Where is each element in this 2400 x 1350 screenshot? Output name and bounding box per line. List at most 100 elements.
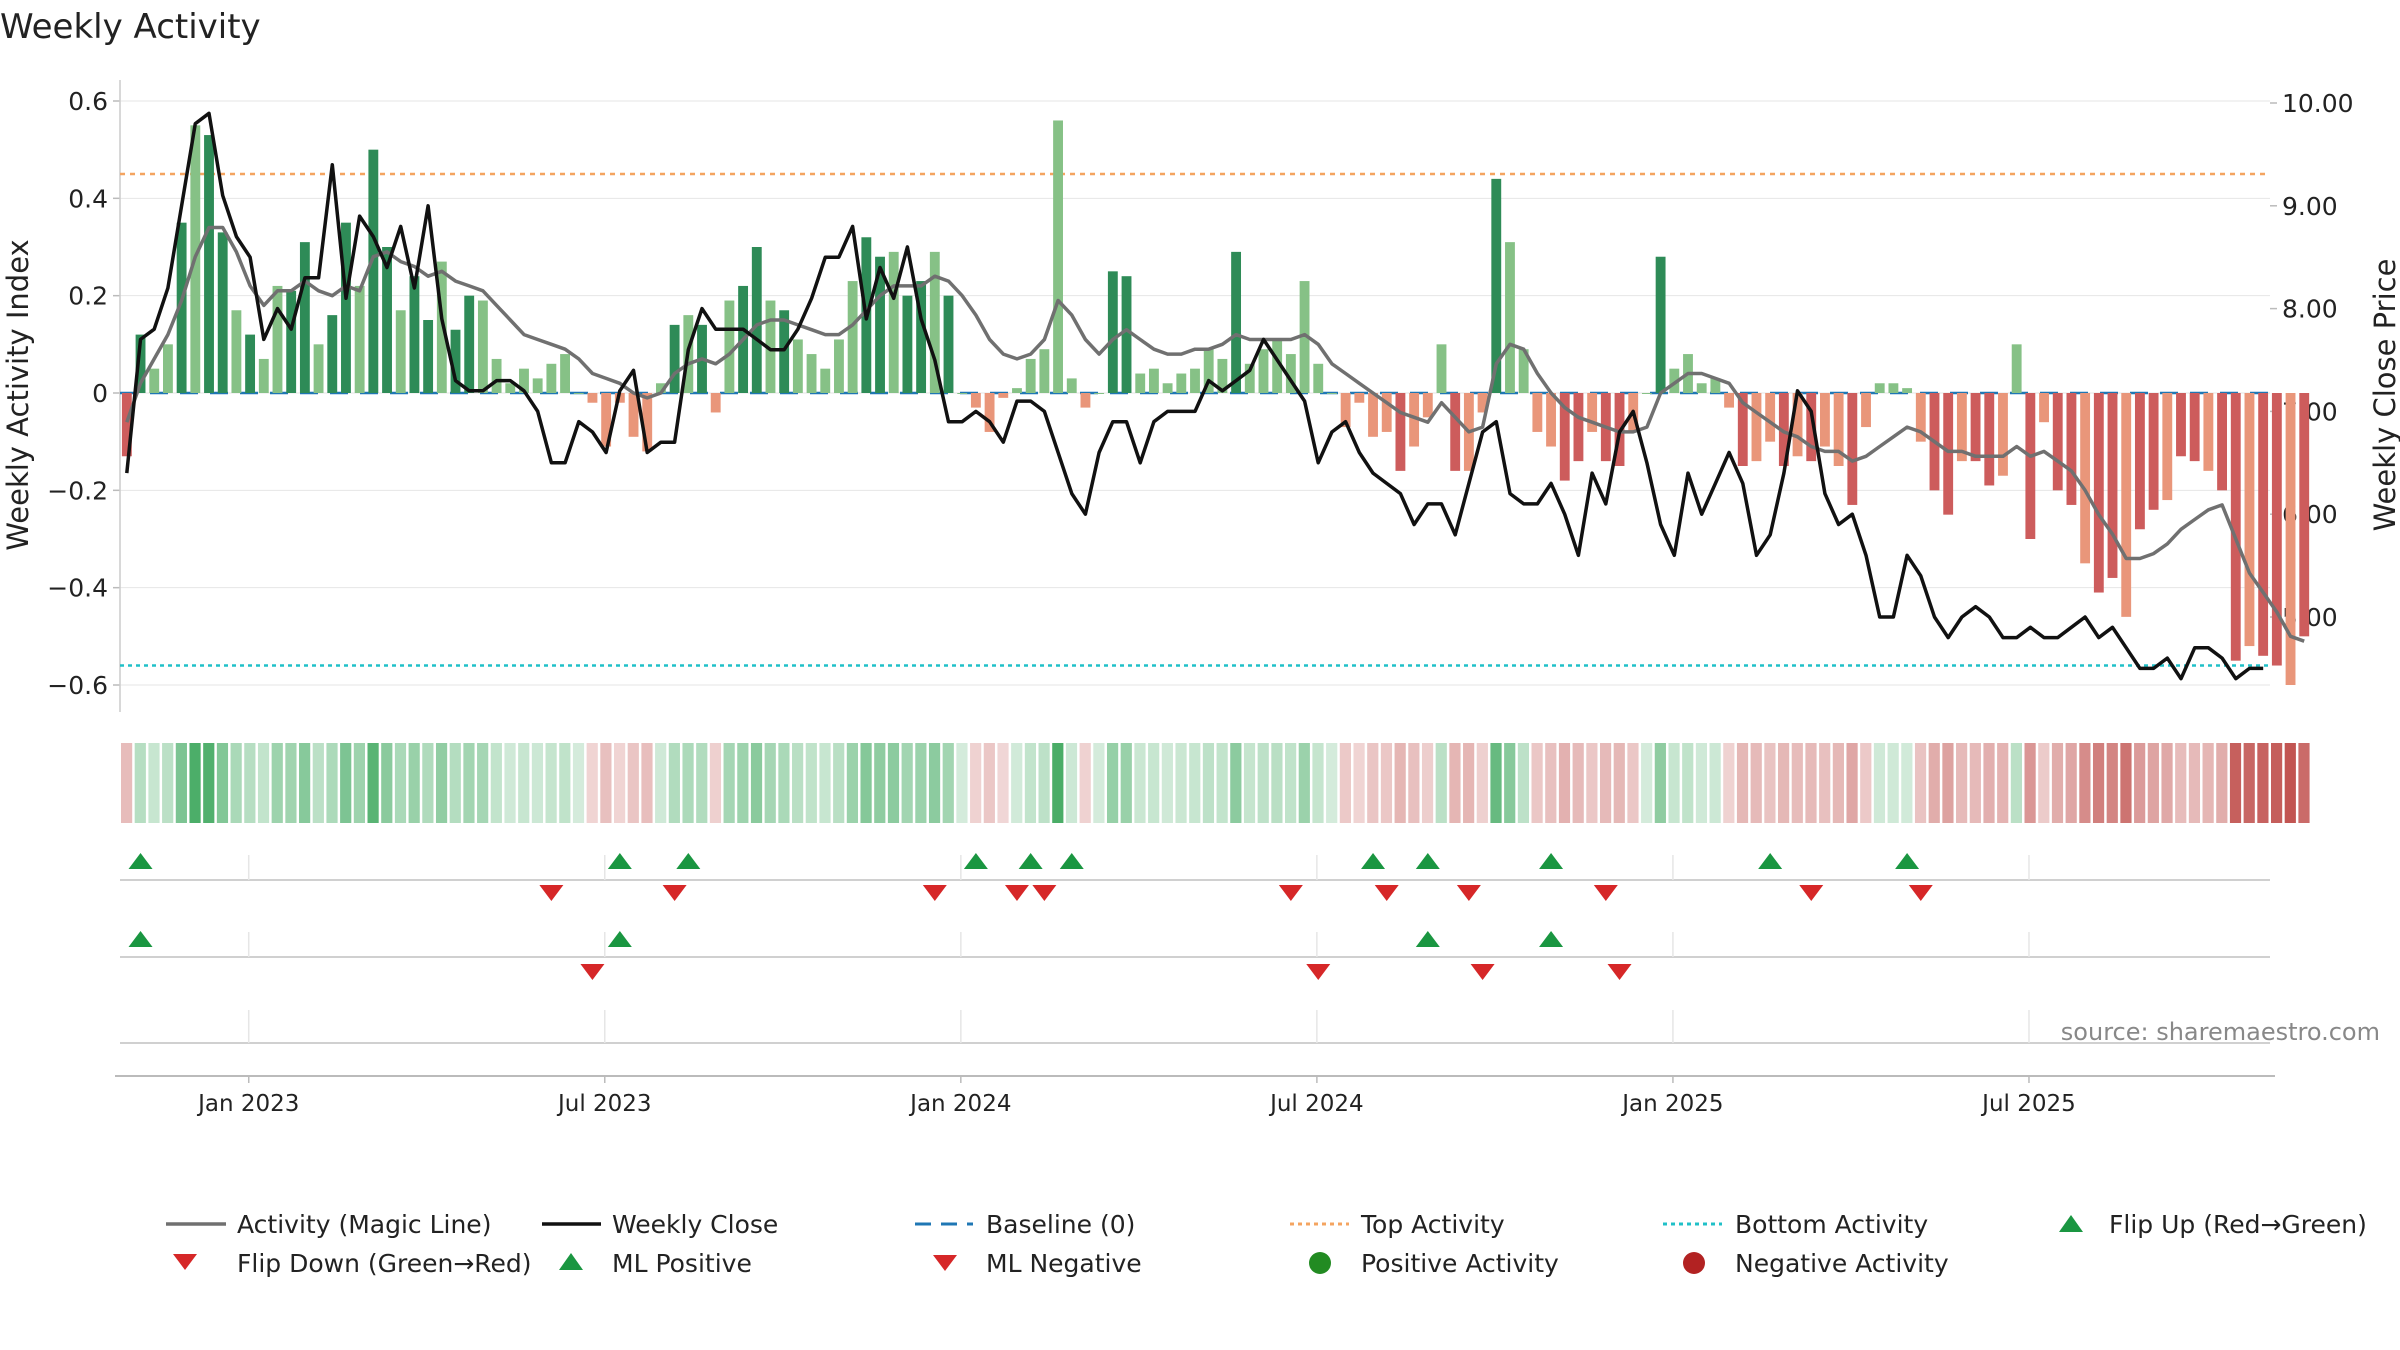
- activity-bar: [1477, 393, 1488, 413]
- heat-cell: [2175, 743, 2187, 823]
- activity-bar: [1053, 120, 1063, 393]
- activity-bar: [1409, 393, 1420, 447]
- heat-cell: [572, 743, 585, 823]
- legend-negative-activity-label: Negative Activity: [1735, 1249, 1949, 1278]
- flip-up-marker: [1539, 853, 1564, 869]
- heat-cell: [394, 743, 407, 823]
- heat-cell: [353, 743, 365, 823]
- activity-bar: [2039, 393, 2049, 423]
- heat-cell: [2065, 743, 2077, 823]
- flip-down-marker: [1004, 885, 1029, 901]
- activity-bar: [1368, 393, 1378, 437]
- heat-cell: [1353, 743, 1365, 823]
- activity-bar: [121, 393, 132, 457]
- x-tick-label: Jul 2024: [1268, 1091, 1364, 1117]
- heat-cell: [2298, 743, 2310, 823]
- legend: Activity (Magic Line) Weekly Close Basel…: [166, 1210, 2367, 1278]
- heat-cell: [1901, 743, 1913, 823]
- heat-cell: [2284, 743, 2296, 823]
- flip-down-marker: [1799, 885, 1824, 901]
- heat-cell: [2010, 743, 2023, 823]
- flip-up-marker: [128, 853, 153, 869]
- activity-bar: [1066, 378, 1077, 393]
- heat-cell: [1134, 743, 1146, 823]
- heat-cell: [449, 743, 461, 823]
- flip-down-marker: [922, 885, 947, 901]
- ml-negative-marker: [1607, 964, 1632, 980]
- legend-ml-negative-marker: [933, 1255, 957, 1271]
- legend-flip-up-label: Flip Up (Red→Green): [2109, 1210, 2367, 1239]
- heat-cell: [1093, 743, 1105, 823]
- heat-cell: [1599, 743, 1612, 823]
- activity-bar: [2134, 393, 2145, 530]
- heat-cell: [1983, 743, 1995, 823]
- heat-cell: [983, 743, 995, 823]
- activity-bar: [2107, 393, 2118, 578]
- heat-cell: [2161, 743, 2173, 823]
- activity-bar: [1861, 393, 1871, 428]
- activity-bar: [1080, 393, 1091, 408]
- activity-bar: [2271, 393, 2282, 666]
- activity-bar: [505, 383, 516, 393]
- heat-cell: [257, 743, 270, 823]
- flip-up-marker: [1895, 853, 1920, 869]
- heat-cell: [1079, 743, 1091, 823]
- heat-cell: [175, 743, 187, 823]
- activity-bar: [1121, 276, 1132, 393]
- heat-cell: [1230, 743, 1242, 823]
- activity-bar: [409, 276, 420, 393]
- activity-bar: [902, 295, 913, 393]
- heat-cell: [1682, 743, 1694, 823]
- heat-cell: [1024, 743, 1037, 823]
- flip-down-marker: [1374, 885, 1399, 901]
- legend-bottom-activity-label: Bottom Activity: [1735, 1210, 1928, 1239]
- heat-cell: [1394, 743, 1406, 823]
- activity-bar: [2203, 393, 2214, 471]
- heat-cell: [1216, 743, 1228, 823]
- heat-cell: [970, 743, 982, 823]
- activity-bar: [2244, 393, 2255, 647]
- activity-bar: [1217, 358, 1228, 393]
- activity-bar: [669, 324, 680, 393]
- heat-cell: [750, 743, 763, 823]
- heat-cell: [1873, 743, 1886, 823]
- heat-cell: [312, 743, 324, 823]
- heat-cell: [2120, 743, 2132, 823]
- series-lines: [125, 111, 2305, 681]
- heat-cell: [737, 743, 749, 823]
- heat-cell: [162, 743, 174, 823]
- heat-cell: [422, 743, 434, 823]
- chart-title: Weekly Activity: [0, 7, 261, 47]
- activity-bar: [354, 285, 365, 393]
- heat-cell: [1285, 743, 1297, 823]
- heat-cell: [901, 743, 913, 823]
- activity-bar: [135, 334, 146, 393]
- heat-cell: [1942, 743, 1954, 823]
- heat-cell: [696, 743, 708, 823]
- ml-positive-marker: [607, 931, 632, 947]
- flip-markers: [120, 853, 2270, 1044]
- activity-bar: [1313, 363, 1324, 393]
- heat-cell: [997, 743, 1009, 823]
- legend-positive-activity-label: Positive Activity: [1361, 1249, 1559, 1278]
- legend-flip-down-label: Flip Down (Green→Red): [237, 1249, 532, 1278]
- reference-lines: [120, 172, 2270, 667]
- activity-bar: [327, 315, 338, 393]
- activity-bar: [546, 363, 557, 393]
- activity-bar: [382, 247, 392, 393]
- activity-bar: [395, 310, 406, 393]
- heat-cell: [1558, 743, 1571, 823]
- activity-bar: [1888, 383, 1899, 393]
- activity-bar: [163, 344, 173, 393]
- activity-bar: [1765, 393, 1776, 442]
- activity-bar: [272, 285, 283, 393]
- flip-down-marker: [662, 885, 687, 901]
- magic-line: [125, 225, 2305, 643]
- activity-bar: [1327, 393, 1337, 394]
- heat-cell: [1531, 743, 1543, 823]
- heat-cell: [1668, 743, 1680, 823]
- legend-ml-positive-label: ML Positive: [612, 1249, 752, 1278]
- heat-cell: [709, 743, 722, 823]
- heat-cell: [2202, 743, 2214, 823]
